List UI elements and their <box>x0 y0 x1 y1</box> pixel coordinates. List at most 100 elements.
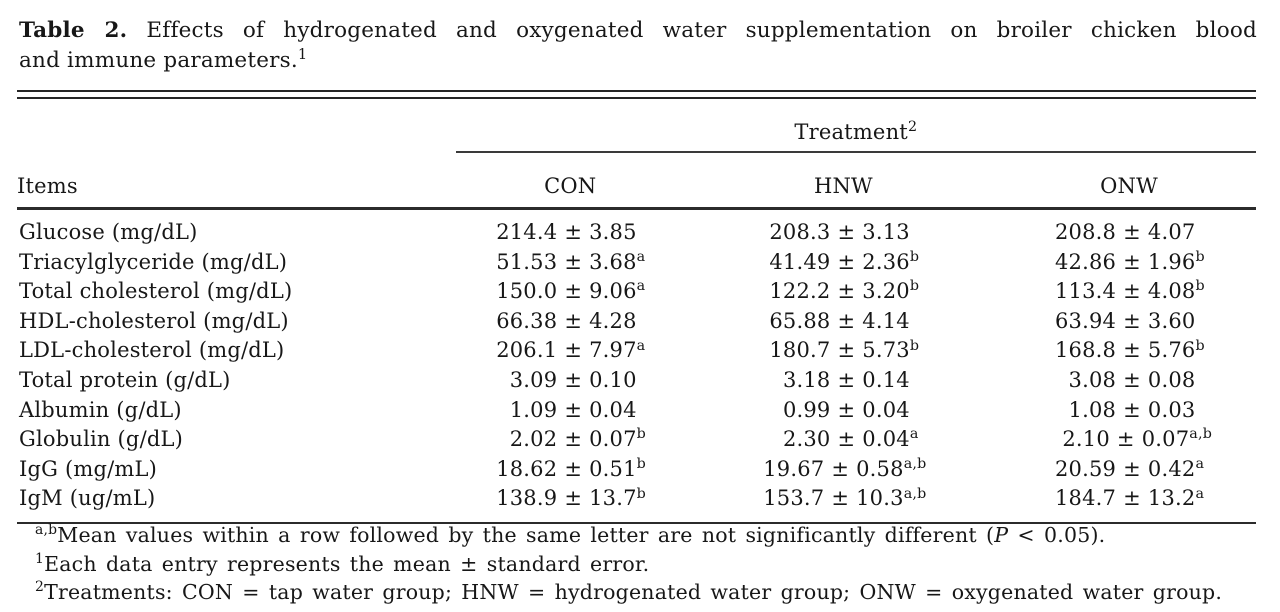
mean-value: 65.88 <box>769 308 831 333</box>
standard-error-value: 3.68 <box>589 249 637 274</box>
mean-value: 180.7 <box>769 338 831 363</box>
table-row: Albumin (g/dL) 1.09 ±0.04 0.99 ±0.04 1.08 ±0.0… <box>17 396 1256 426</box>
standard-error-value: 2.36 <box>862 249 910 274</box>
value-cell: 2.02 ±0.07b <box>456 425 685 455</box>
row-item-label: LDL-cholesterol (mg/dL) <box>19 338 285 363</box>
mean-se-group: 3.18 ±0.14 <box>767 366 921 396</box>
mean-value: 206.1 <box>496 338 558 363</box>
standard-error: 1.96b <box>1148 248 1206 278</box>
standard-error: 0.07a,b <box>1142 425 1212 455</box>
mean-se-group: 3.08 ±0.08 <box>1052 366 1206 396</box>
caption-footnote-ref: 1 <box>297 45 308 63</box>
significance-superscript: a <box>1195 455 1205 472</box>
standard-error: 0.08 <box>1148 366 1206 396</box>
value-cell: 113.4 ±4.08b <box>1002 277 1256 307</box>
standard-error-value: 0.10 <box>589 367 637 392</box>
mean-value: 19.67 <box>763 456 825 481</box>
standard-error-value: 5.73 <box>862 338 910 363</box>
plus-minus-symbol: ± <box>1123 456 1141 481</box>
mean-value: 150.0 <box>496 279 558 304</box>
standard-error: 0.04 <box>862 396 920 426</box>
standard-error-value: 0.04 <box>862 397 910 422</box>
standard-error: 0.03 <box>1148 396 1206 426</box>
standard-error-value: 4.28 <box>589 308 637 333</box>
mean-se-group: 180.7 ±5.73b <box>767 336 921 366</box>
significance-superscript: a <box>636 337 646 354</box>
mean-se-group: 184.7 ±13.2a <box>1052 484 1206 514</box>
standard-error: 0.04 <box>589 396 647 426</box>
plus-minus-symbol: ± <box>837 367 856 392</box>
standard-error: 0.07b <box>589 425 647 455</box>
standard-error-value: 0.14 <box>862 367 910 392</box>
standard-error: 0.58a,b <box>856 455 926 485</box>
mean-se-group: 66.38 ±4.28 <box>493 307 647 337</box>
standard-error: 5.76b <box>1148 336 1206 366</box>
mean-se-group: 3.09 ±0.10 <box>493 366 647 396</box>
mean-se-group: 208.8 ±4.07 <box>1052 218 1206 248</box>
significance-superscript: b <box>1195 248 1205 265</box>
value-cell: 18.62 ±0.51b <box>456 455 685 485</box>
value-cell: 180.7 ±5.73b <box>685 336 1002 366</box>
plus-minus-symbol: ± <box>837 338 856 363</box>
table-top-rule-lower <box>17 97 1256 99</box>
footnote-text: Mean values within a row followed by the… <box>57 523 995 547</box>
plus-minus-symbol: ± <box>1123 397 1141 422</box>
standard-error: 0.42a <box>1148 455 1206 485</box>
value-cell: 3.18 ±0.14 <box>685 366 1002 396</box>
mean-se-group: 20.59 ±0.42a <box>1052 455 1206 485</box>
value-cell: 63.94 ±3.60 <box>1002 307 1256 337</box>
mean-value: 0.99 <box>782 397 831 422</box>
standard-error: 0.10 <box>589 366 647 396</box>
table-top-rule-upper <box>17 90 1256 92</box>
mean-value: 66.38 <box>496 308 558 333</box>
table-body: Glucose (mg/dL) 214.4 ±3.85 208.3 ±3.13 208.8… <box>17 209 1256 524</box>
mean-value: 18.62 <box>496 456 558 481</box>
table-caption: Table 2. Effects of hydrogenated and oxy… <box>19 16 1257 76</box>
plus-minus-symbol: ± <box>564 338 583 363</box>
table-row: IgM (ug/mL) 138.9 ±13.7b 153.7 ±10.3a,b 184.7… <box>17 484 1256 524</box>
row-item-label: Globulin (g/dL) <box>19 427 184 452</box>
standard-error-value: 0.51 <box>589 456 637 481</box>
mean-se-group: 65.88 ±4.14 <box>767 307 921 337</box>
standard-error: 9.06a <box>589 277 647 307</box>
standard-error-value: 0.07 <box>589 427 637 452</box>
plus-minus-symbol: ± <box>831 486 850 511</box>
footnote-marker: a,b <box>35 522 58 539</box>
value-cell: 206.1 ±7.97a <box>456 336 685 366</box>
mean-se-group: 168.8 ±5.76b <box>1052 336 1206 366</box>
caption-text-continued: and immune parameters. <box>19 48 298 73</box>
standard-error-value: 10.3 <box>856 486 904 511</box>
value-cell: 19.67 ±0.58a,b <box>685 455 1002 485</box>
mean-se-group: 1.09 ±0.04 <box>493 396 647 426</box>
mean-se-group: 41.49 ±2.36b <box>767 248 921 278</box>
footnote-text-end: < 0.05). <box>1008 523 1106 547</box>
mean-value: 2.10 <box>1062 427 1110 452</box>
mean-se-group: 122.2 ±3.20b <box>767 277 921 307</box>
caption-line-2: and immune parameters.1 <box>19 46 1257 76</box>
plus-minus-symbol: ± <box>837 279 856 304</box>
standard-error-value: 1.96 <box>1147 249 1196 274</box>
mean-value: 51.53 <box>496 249 558 274</box>
standard-error-value: 13.7 <box>589 486 637 511</box>
plus-minus-symbol: ± <box>564 427 583 452</box>
value-cell: 51.53 ±3.68a <box>456 248 685 278</box>
row-item-label: IgM (ug/mL) <box>17 484 456 524</box>
mean-se-group: 153.7 ±10.3a,b <box>760 484 926 514</box>
value-cell: 153.7 ±10.3a,b <box>684 484 1002 524</box>
significance-superscript: b <box>909 248 920 265</box>
standard-error: 3.60 <box>1148 307 1206 337</box>
column-header-hnw: HNW <box>684 152 1002 210</box>
value-cell: 3.08 ±0.08 <box>1002 366 1256 396</box>
standard-error-value: 4.08 <box>1147 279 1196 304</box>
mean-value: 2.02 <box>509 427 558 452</box>
plus-minus-symbol: ± <box>564 308 583 333</box>
significance-superscript: a,b <box>1189 426 1213 443</box>
standard-error: 0.04a <box>862 425 920 455</box>
row-item-label: Glucose (mg/dL) <box>19 220 198 244</box>
mean-se-group: 18.62 ±0.51b <box>493 455 647 485</box>
standard-error: 7.97a <box>589 336 647 366</box>
footnote-marker: 1 <box>35 550 45 567</box>
row-item-label: Albumin (g/dL) <box>19 397 182 422</box>
standard-error-value: 0.58 <box>856 456 904 481</box>
